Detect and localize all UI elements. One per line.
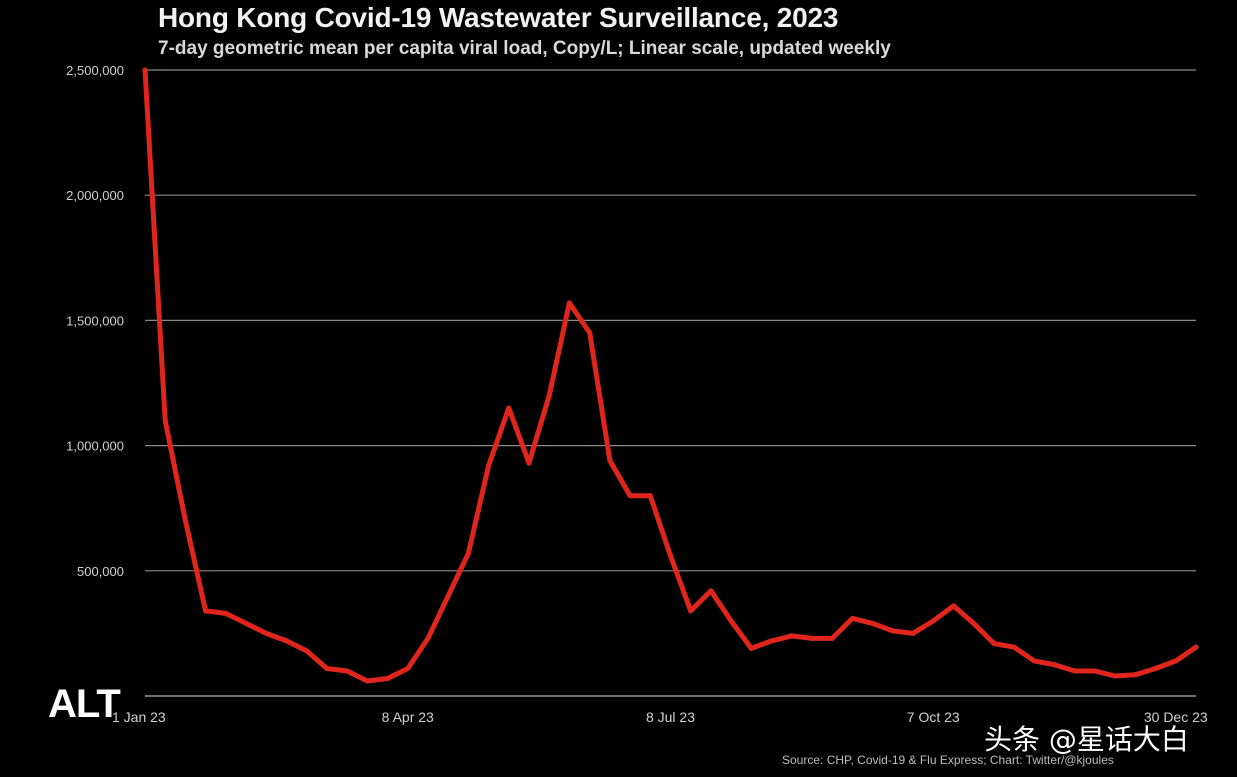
data-point: [1193, 644, 1199, 650]
data-point: [506, 405, 512, 411]
data-point: [769, 638, 775, 644]
data-point: [849, 615, 855, 621]
data-point: [950, 603, 956, 609]
source-note: Source: CHP, Covid-19 & Flu Express; Cha…: [782, 753, 1114, 767]
data-point: [1052, 662, 1058, 668]
data-point: [405, 665, 411, 671]
chart-title: Hong Kong Covid-19 Wastewater Surveillan…: [158, 2, 839, 33]
data-point: [203, 608, 209, 614]
data-point: [364, 678, 370, 684]
data-point: [971, 620, 977, 626]
data-point: [1011, 644, 1017, 650]
data-point: [910, 630, 916, 636]
data-point: [283, 638, 289, 644]
x-tick-label: 1 Jan 23: [112, 709, 166, 725]
series-line: [142, 67, 1199, 684]
x-axis-tick-labels: 1 Jan 23 8 Apr 23 8 Jul 23 7 Oct 23 30 Dec 2…: [112, 709, 1208, 725]
data-point: [668, 553, 673, 559]
data-point: [647, 493, 653, 499]
data-point: [607, 458, 613, 464]
data-point: [526, 460, 532, 466]
data-point: [243, 620, 249, 626]
data-point: [263, 630, 269, 636]
x-tick-label: 30 Dec 23: [1144, 709, 1208, 725]
data-point: [465, 550, 471, 556]
data-point: [324, 665, 330, 671]
data-point: [162, 418, 168, 424]
y-tick-label: 2,000,000: [66, 188, 124, 203]
data-point: [708, 588, 714, 594]
data-point: [1153, 665, 1159, 671]
data-point: [1092, 668, 1098, 674]
data-point: [627, 493, 633, 499]
data-point: [385, 675, 391, 681]
x-tick-label: 8 Jul 23: [646, 709, 695, 725]
grid-lines: [145, 69, 1196, 697]
alt-badge: ALT: [48, 682, 121, 726]
data-point: [566, 300, 572, 306]
y-tick-label: 500,000: [77, 564, 124, 579]
data-point: [425, 635, 431, 641]
data-point: [182, 518, 188, 524]
x-tick-label: 7 Oct 23: [907, 709, 960, 725]
y-tick-label: 1,500,000: [66, 313, 124, 328]
x-tick-label: 8 Apr 23: [382, 709, 434, 725]
data-point: [829, 635, 835, 641]
data-point: [223, 610, 229, 616]
y-axis-tick-labels: 500,000 1,000,000 1,500,000 2,000,000 2,500,…: [66, 63, 124, 579]
data-point: [728, 618, 734, 624]
data-point: [445, 593, 451, 599]
data-point: [587, 330, 593, 336]
data-point: [890, 628, 896, 634]
y-tick-label: 1,000,000: [66, 439, 124, 454]
data-point: [809, 635, 815, 641]
data-point: [789, 633, 795, 639]
data-point: [142, 67, 148, 73]
y-tick-label: 2,500,000: [66, 63, 124, 78]
data-point: [688, 608, 694, 614]
data-point: [748, 645, 754, 651]
data-point: [1173, 658, 1179, 664]
data-point: [486, 463, 492, 469]
data-point: [991, 640, 997, 646]
data-point: [1031, 658, 1037, 664]
data-point: [304, 648, 310, 654]
data-point: [930, 618, 936, 624]
data-point: [1112, 673, 1118, 679]
watermark: 头条 @星话大白: [984, 723, 1189, 756]
data-point: [344, 668, 350, 674]
series-layer: [142, 67, 1199, 684]
data-point: [546, 393, 552, 399]
data-point: [1132, 672, 1138, 678]
chart-subtitle: 7-day geometric mean per capita viral lo…: [158, 38, 891, 59]
data-point: [1072, 668, 1078, 674]
data-point: [870, 620, 876, 626]
